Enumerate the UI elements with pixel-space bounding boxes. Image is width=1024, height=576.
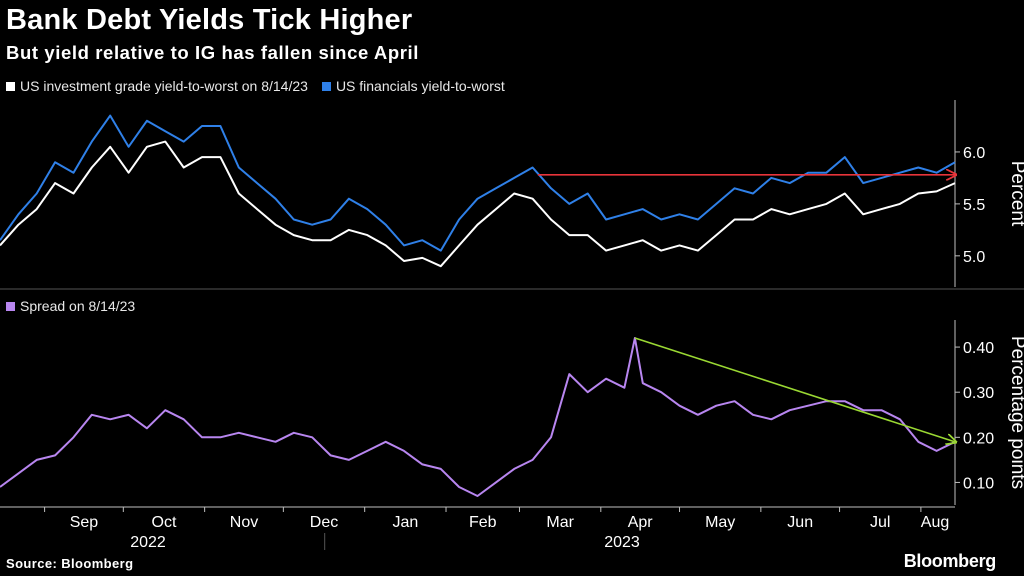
y-tick-label-1-2: 0.30 xyxy=(963,385,994,402)
legend-swatch-spread xyxy=(6,301,15,311)
legend-bottom: Spread on 8/14/23 xyxy=(6,298,149,314)
y-axis-title-1: Percentage points xyxy=(1007,336,1024,489)
chart-title: Bank Debt Yields Tick Higher xyxy=(6,4,413,36)
x-tick-label-10: Jul xyxy=(870,514,890,531)
x-tick-label-7: Apr xyxy=(628,514,654,531)
x-tick-label-8: May xyxy=(705,514,735,531)
x-tick-label-3: Dec xyxy=(310,514,338,531)
y-tick-label-0-1: 5.5 xyxy=(963,197,985,214)
legend-item-financials: US financials yield-to-worst xyxy=(321,78,505,94)
legend-swatch-ig xyxy=(6,81,15,91)
legend-label-financials: US financials yield-to-worst xyxy=(335,78,505,94)
x-tick-label-0: Sep xyxy=(70,514,99,531)
source-note: Source: Bloomberg xyxy=(6,556,134,571)
legend-label-spread: Spread on 8/14/23 xyxy=(20,298,136,314)
legend-label-ig: US investment grade yield-to-worst on 8/… xyxy=(20,78,308,94)
brand-logo: Bloomberg xyxy=(903,551,997,571)
x-tick-label-5: Feb xyxy=(469,514,497,531)
x-tick-label-6: Mar xyxy=(546,514,574,531)
y-tick-label-0-2: 6.0 xyxy=(963,145,985,162)
x-tick-label-11: Aug xyxy=(921,514,949,531)
y-tick-label-1-3: 0.40 xyxy=(963,340,994,357)
legend-top: US investment grade yield-to-worst on 8/… xyxy=(6,78,519,94)
x-tick-label-9: Jun xyxy=(787,514,813,531)
y-axis-title-0: Percent xyxy=(1007,161,1024,227)
legend-swatch-financials xyxy=(321,81,331,91)
y-tick-label-1-1: 0.20 xyxy=(963,430,994,447)
x-tick-label-2: Nov xyxy=(230,514,258,531)
series-line-0-0 xyxy=(0,140,956,268)
x-tick-label-4: Jan xyxy=(392,514,418,531)
y-tick-label-0-0: 5.0 xyxy=(963,249,985,266)
x-tick-label-1: Oct xyxy=(152,514,177,531)
y-tick-label-1-0: 0.10 xyxy=(963,475,994,492)
year-label-1: 2023 xyxy=(604,534,640,551)
series-line-1-0 xyxy=(0,337,956,497)
year-label-0: 2022 xyxy=(130,534,166,551)
legend-item-ig: US investment grade yield-to-worst on 8/… xyxy=(6,78,308,94)
series-line-0-1 xyxy=(0,114,956,252)
annotation-arrow-1 xyxy=(634,337,955,442)
legend-item-spread: Spread on 8/14/23 xyxy=(6,298,135,314)
chart-subtitle: But yield relative to IG has fallen sinc… xyxy=(6,42,420,63)
